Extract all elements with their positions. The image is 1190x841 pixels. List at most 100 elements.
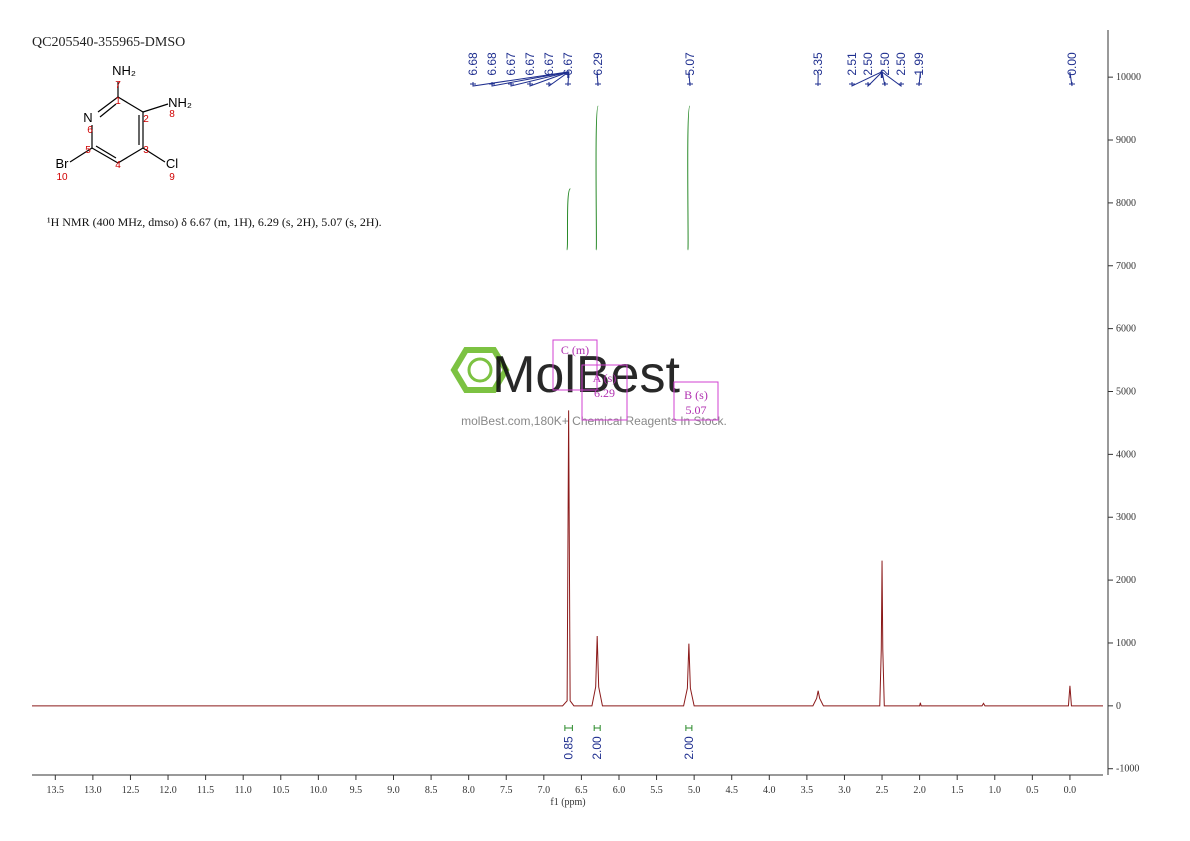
bond xyxy=(142,147,166,163)
peak-label: 2.50 xyxy=(894,52,908,76)
spectrum-line xyxy=(32,410,1103,707)
atom-label: N xyxy=(83,110,92,125)
peak-label: 6.68 xyxy=(485,52,499,76)
bond xyxy=(69,147,93,163)
integral-bracket xyxy=(564,725,573,731)
y-tick-label: 2000 xyxy=(1116,575,1136,586)
x-tick-label: 6.5 xyxy=(575,785,588,796)
y-tick-label: 1000 xyxy=(1116,638,1136,649)
y-tick-label: 8000 xyxy=(1116,198,1136,209)
x-tick-label: 10.5 xyxy=(272,785,290,796)
integral-bracket xyxy=(685,725,693,731)
x-axis-label: f1 (ppm) xyxy=(550,797,585,808)
x-tick-label: 13.5 xyxy=(47,785,65,796)
bond xyxy=(91,147,119,164)
y-tick-label: 4000 xyxy=(1116,449,1136,460)
peak-label: 6.67 xyxy=(523,52,537,76)
x-tick-label: 10.0 xyxy=(310,785,328,796)
x-tick-label: 11.5 xyxy=(197,785,214,796)
integral-bracket xyxy=(593,725,601,731)
x-tick-label: 3.5 xyxy=(801,785,814,796)
atom-label: NH₂ xyxy=(168,95,192,110)
structure xyxy=(69,82,169,164)
bond xyxy=(117,147,144,164)
multiplet-name: B (s) xyxy=(684,388,708,402)
atom-number: 7 xyxy=(115,80,121,91)
x-tick-label: 13.0 xyxy=(84,785,102,796)
x-tick-label: 0.5 xyxy=(1026,785,1039,796)
atom-number: 9 xyxy=(169,172,175,183)
watermark-logo xyxy=(467,357,493,383)
peak-label: 6.68 xyxy=(466,52,480,76)
x-tick-label: 2.0 xyxy=(913,785,926,796)
y-tick-label: 10000 xyxy=(1116,72,1141,83)
watermark-tagline: molBest.com,180K+ Chemical Reagents In S… xyxy=(461,414,727,428)
atom-number: 4 xyxy=(115,160,121,171)
y-tick-label: 6000 xyxy=(1116,324,1136,335)
watermark-brand: MolBest xyxy=(492,346,680,404)
atom-number: 2 xyxy=(143,114,149,125)
atom-label: NH₂ xyxy=(112,63,136,78)
y-tick-label: 5000 xyxy=(1116,386,1136,397)
bond xyxy=(99,103,117,118)
x-tick-label: 5.5 xyxy=(650,785,663,796)
atom-number: 6 xyxy=(87,125,93,136)
multiplet-name: A (s) xyxy=(593,371,617,385)
x-tick-label: 7.5 xyxy=(500,785,513,796)
peak-label: 6.67 xyxy=(504,52,518,76)
atom-label: Cl xyxy=(166,156,178,171)
x-tick-label: 2.5 xyxy=(876,785,889,796)
x-tick-label: 12.5 xyxy=(122,785,140,796)
integral-label: 2.00 xyxy=(590,736,604,760)
x-tick-label: 5.0 xyxy=(688,785,701,796)
y-tick-label: -1000 xyxy=(1116,764,1139,775)
atom-number: 1 xyxy=(115,96,121,107)
multiplet-shift: 6.29 xyxy=(594,386,615,400)
x-tick-label: 4.0 xyxy=(763,785,776,796)
y-tick-label: 3000 xyxy=(1116,512,1136,523)
multiplet-shift: 5.07 xyxy=(686,403,707,417)
y-tick-label: 9000 xyxy=(1116,135,1136,146)
bond xyxy=(117,96,144,113)
x-tick-label: 6.0 xyxy=(613,785,626,796)
integral-label: 2.00 xyxy=(682,736,696,760)
integral-label: 0.85 xyxy=(562,736,576,760)
multiplet-box xyxy=(673,381,719,421)
atom-number: 10 xyxy=(56,172,68,183)
chart-title: QC205540-355965-DMSO xyxy=(32,35,185,50)
watermark-logo xyxy=(450,347,510,393)
y-tick-label: 7000 xyxy=(1116,261,1136,272)
x-tick-label: 12.0 xyxy=(159,785,177,796)
x-tick-label: 0.0 xyxy=(1064,785,1077,796)
peak-label: 6.67 xyxy=(542,52,556,76)
x-tick-label: 1.0 xyxy=(989,785,1002,796)
y-tick-label: 0 xyxy=(1116,701,1121,712)
atom-label: Br xyxy=(56,156,70,171)
peak-label: 0.00 xyxy=(1065,52,1079,76)
bond xyxy=(142,103,169,113)
x-tick-label: 1.5 xyxy=(951,785,964,796)
multiplet-name: C (m) xyxy=(561,343,589,357)
x-tick-label: 9.0 xyxy=(387,785,400,796)
peak-label: 5.07 xyxy=(683,52,697,76)
peak-label: 3.35 xyxy=(811,52,825,76)
peak-label: 1.99 xyxy=(912,52,926,76)
integral-curve xyxy=(595,105,599,251)
peak-label: 2.50 xyxy=(878,52,892,76)
x-tick-label: 4.5 xyxy=(725,785,738,796)
peak-label: 2.51 xyxy=(845,52,859,76)
bond xyxy=(97,96,119,113)
atom-number: 5 xyxy=(85,145,91,156)
peak-label: 6.29 xyxy=(591,52,605,76)
integral-curve xyxy=(687,105,691,251)
x-tick-label: 8.5 xyxy=(425,785,438,796)
x-tick-label: 3.0 xyxy=(838,785,851,796)
atom-number: 3 xyxy=(143,145,149,156)
atom-number: 8 xyxy=(169,109,175,120)
x-tick-label: 7.0 xyxy=(538,785,551,796)
integral-curve xyxy=(566,188,571,251)
peak-label: 2.50 xyxy=(861,52,875,76)
peak-label: 6.67 xyxy=(561,52,575,76)
x-tick-label: 11.0 xyxy=(235,785,252,796)
